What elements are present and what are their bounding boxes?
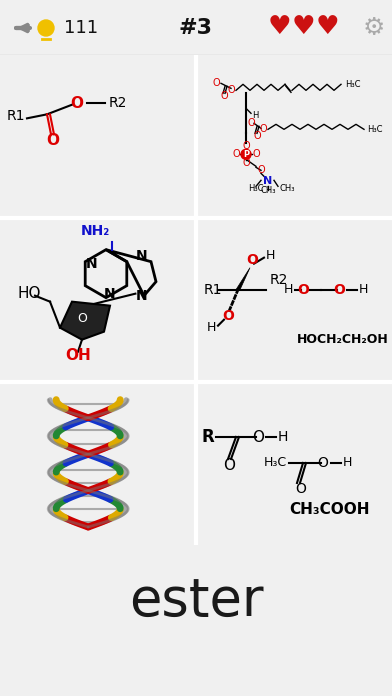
Text: R: R (201, 428, 214, 446)
Text: O: O (253, 132, 261, 141)
Text: CH₃: CH₃ (260, 186, 276, 195)
Text: H₃C: H₃C (367, 125, 383, 134)
Text: O: O (242, 141, 250, 151)
Text: H: H (278, 430, 289, 444)
Text: O: O (212, 79, 220, 88)
Circle shape (38, 20, 54, 36)
Text: ester: ester (129, 576, 263, 628)
Text: O: O (318, 456, 328, 470)
Text: ♥: ♥ (292, 14, 316, 40)
Text: O: O (232, 150, 240, 159)
Text: O: O (252, 150, 260, 159)
Text: H: H (266, 249, 275, 262)
Polygon shape (236, 268, 250, 290)
Text: R2: R2 (109, 96, 127, 111)
Text: ⚙: ⚙ (363, 16, 385, 40)
Text: O: O (247, 118, 255, 128)
Text: H: H (343, 457, 352, 470)
Text: O: O (47, 133, 60, 148)
Circle shape (241, 150, 251, 159)
Text: #3: #3 (179, 18, 213, 38)
Text: O: O (223, 457, 235, 473)
Text: P: P (243, 150, 249, 159)
Text: R1: R1 (7, 109, 25, 123)
Text: H₃C: H₃C (264, 457, 287, 470)
Text: H: H (207, 321, 216, 334)
Text: H₃C: H₃C (345, 80, 361, 89)
Text: OH: OH (65, 348, 91, 363)
Text: H: H (284, 283, 293, 296)
Text: O: O (333, 283, 345, 296)
Polygon shape (60, 301, 110, 340)
Text: O: O (227, 86, 235, 95)
Text: N: N (86, 257, 98, 271)
Text: N: N (136, 248, 148, 262)
Text: CH₃: CH₃ (280, 184, 296, 193)
Text: H₃C: H₃C (248, 184, 264, 193)
Text: H: H (252, 111, 258, 120)
Text: O: O (297, 283, 309, 296)
Text: N: N (263, 176, 272, 187)
Text: O: O (222, 308, 234, 323)
Text: ♥: ♥ (316, 14, 339, 40)
Text: CH₃COOH: CH₃COOH (289, 502, 370, 516)
Text: HO: HO (18, 286, 42, 301)
Text: ♥: ♥ (268, 14, 292, 40)
Text: O: O (71, 96, 83, 111)
Text: HOCH₂CH₂OH: HOCH₂CH₂OH (297, 333, 389, 346)
Text: O: O (296, 482, 307, 496)
Text: O: O (77, 313, 87, 325)
Text: NH₂: NH₂ (81, 223, 110, 237)
Text: O: O (220, 91, 228, 102)
Text: 111: 111 (64, 19, 98, 37)
Text: O: O (246, 253, 258, 267)
Text: O: O (257, 166, 265, 175)
Text: R2: R2 (270, 273, 289, 287)
Text: N: N (104, 287, 116, 301)
Text: O: O (259, 125, 267, 134)
Text: H: H (359, 283, 368, 296)
Text: R1: R1 (204, 283, 223, 296)
Text: O: O (252, 429, 264, 445)
Text: O: O (242, 158, 250, 168)
Text: N: N (136, 289, 148, 303)
